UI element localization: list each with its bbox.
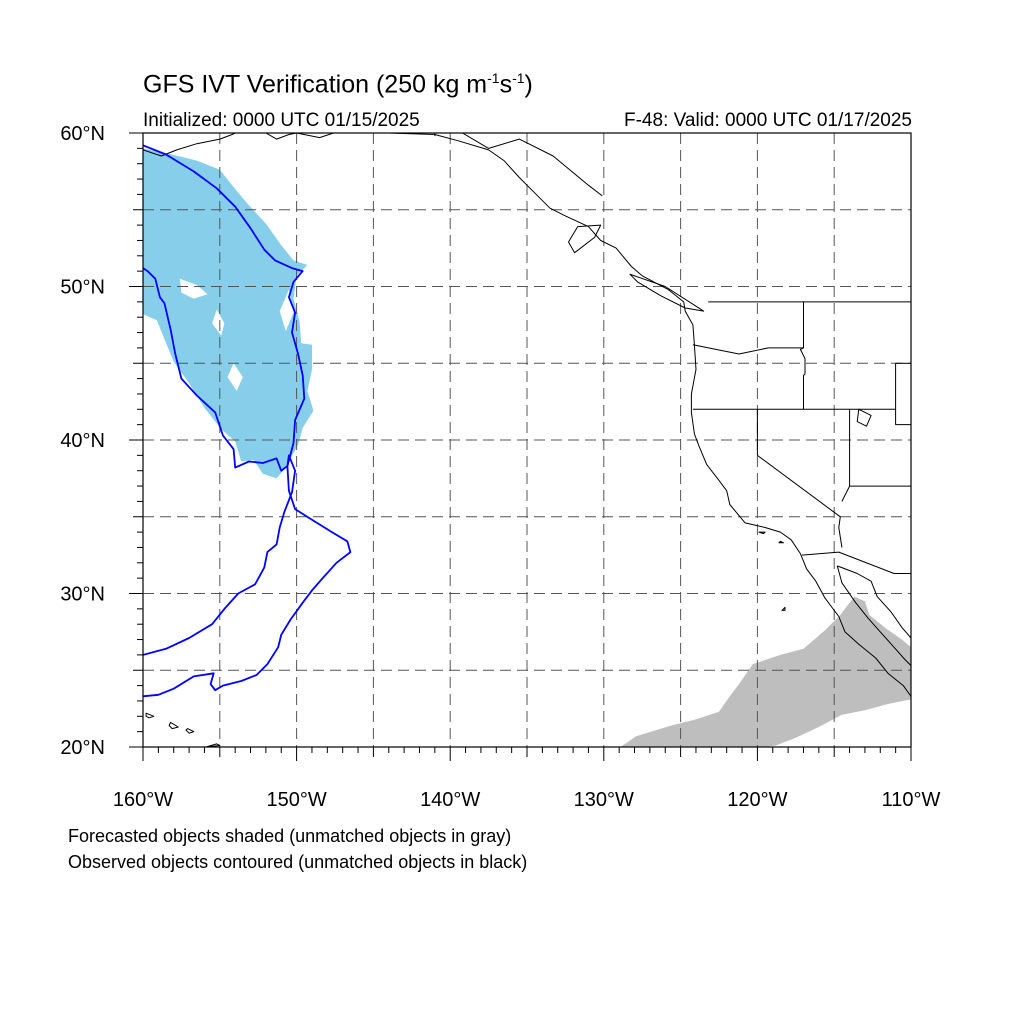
lat-tick-label: 40°N: [60, 430, 105, 452]
observed-object-contour: [143, 144, 352, 698]
coastline: [837, 565, 911, 639]
lon-tick-label: 120°W: [727, 789, 787, 811]
observed-object-contour: [143, 267, 296, 656]
island: [856, 408, 872, 427]
island: [168, 721, 179, 730]
lat-tick-label: 30°N: [60, 584, 105, 606]
political-border: [895, 363, 911, 426]
lon-tick-label: 140°W: [420, 789, 480, 811]
initialized-time: Initialized: 0000 UTC 01/15/2025: [143, 110, 420, 131]
coastline: [836, 565, 911, 666]
valid-time: F-48: Valid: 0000 UTC 01/17/2025: [624, 110, 912, 131]
lon-tick-label: 150°W: [266, 789, 326, 811]
island: [145, 712, 155, 719]
forecast-matched-object: [143, 148, 314, 479]
forecast-unmatched-object: [620, 596, 911, 747]
island: [781, 606, 786, 611]
lon-tick-label: 160°W: [113, 789, 173, 811]
lon-tick-label: 130°W: [574, 789, 634, 811]
political-border: [462, 133, 603, 197]
political-border: [799, 301, 806, 410]
caption-observed: Observed objects contoured (unmatched ob…: [68, 852, 528, 872]
island: [629, 273, 705, 312]
figure-title: GFS IVT Verification (250 kg m-1s-1): [143, 70, 533, 99]
lon-tick-label: 110°W: [882, 789, 941, 811]
political-border: [756, 409, 843, 548]
island: [778, 540, 784, 544]
lat-tick-label: 50°N: [60, 277, 105, 299]
island: [758, 531, 766, 535]
lat-tick-label: 20°N: [60, 737, 105, 759]
caption-forecast: Forecasted objects shaded (unmatched obj…: [68, 826, 512, 846]
coastline: [143, 133, 236, 157]
lat-tick-label: 60°N: [60, 123, 105, 145]
political-border: [692, 344, 804, 355]
island: [205, 743, 221, 747]
island: [185, 728, 195, 734]
political-border: [841, 409, 851, 502]
political-border: [801, 551, 911, 574]
island: [568, 224, 602, 254]
coastline: [265, 133, 911, 697]
